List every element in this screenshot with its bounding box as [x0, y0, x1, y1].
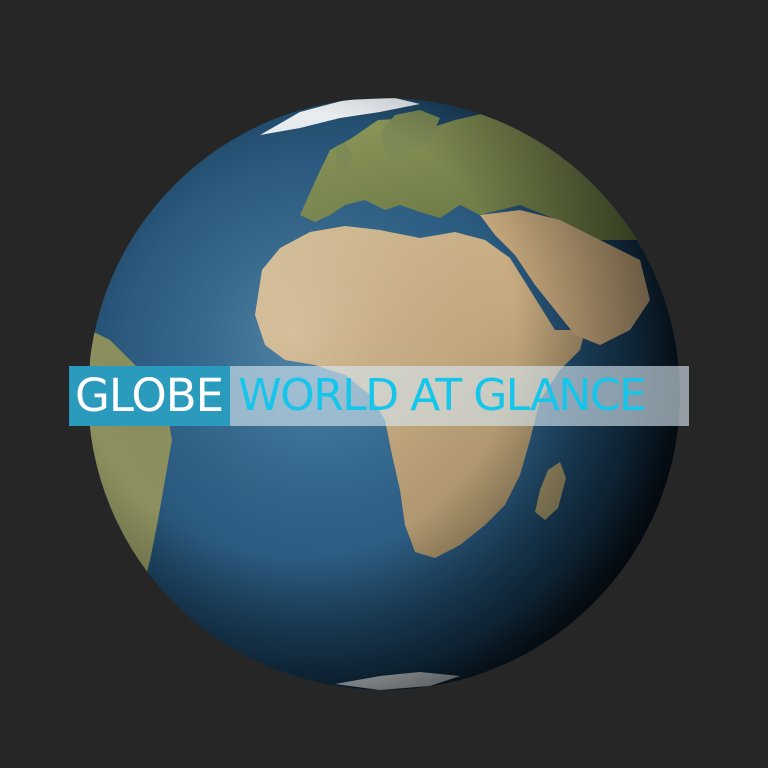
brand-label: GLOBE [69, 366, 231, 426]
tagline-label: WORLD AT GLANCE [230, 366, 690, 426]
title-banner: GLOBE WORLD AT GLANCE [69, 366, 690, 426]
